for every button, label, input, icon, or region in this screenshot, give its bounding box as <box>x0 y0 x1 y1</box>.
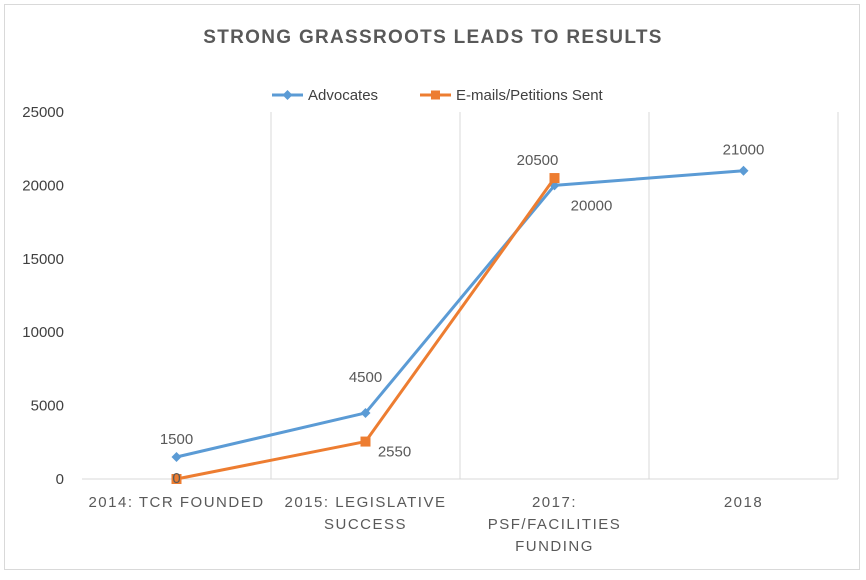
x-tick-label: SUCCESS <box>324 516 407 533</box>
data-point-advocates <box>171 451 182 462</box>
data-point-advocates <box>360 407 371 418</box>
legend-item-advocates: Advocates <box>272 87 378 104</box>
legend-label-advocates: Advocates <box>308 87 378 104</box>
legend-item-emails: E-mails/Petitions Sent <box>420 87 604 104</box>
legend-marker-advocates <box>282 90 293 100</box>
data-point-emails <box>360 436 371 447</box>
x-tick-label: FUNDING <box>515 538 594 555</box>
series-line-advocates <box>176 169 744 459</box>
data-point-emails <box>549 173 560 184</box>
data-label-advocates: 1500 <box>160 431 193 448</box>
y-tick-label: 25000 <box>22 104 64 121</box>
legend: Advocates E-mails/Petitions Sent <box>272 87 604 104</box>
x-axis: 2014: TCR FOUNDED 2015: LEGISLATIVE SUCCES… <box>88 494 763 555</box>
y-axis: 0 5000 10000 15000 20000 25000 <box>22 104 64 488</box>
gridlines <box>82 112 839 480</box>
chart-title: STRONG GRASSROOTS LEADS TO RESULTS <box>203 27 662 48</box>
y-tick-label: 0 <box>56 471 64 488</box>
data-point-emails <box>171 474 182 484</box>
x-tick-label: 2018 <box>724 494 763 511</box>
x-tick-label: 2017: <box>532 494 577 511</box>
series-line-emails <box>176 177 556 481</box>
x-tick-label: PSF/FACILITIES <box>488 516 622 533</box>
y-tick-label: 10000 <box>22 324 64 341</box>
y-tick-label: 5000 <box>31 398 64 415</box>
data-label-emails: 20500 <box>517 152 559 169</box>
legend-marker-emails <box>431 90 440 100</box>
data-point-advocates <box>738 165 749 176</box>
y-tick-label: 15000 <box>22 251 64 268</box>
x-tick-label: 2015: LEGISLATIVE <box>285 494 447 511</box>
legend-label-emails: E-mails/Petitions Sent <box>456 87 604 104</box>
data-label-emails: 0 <box>172 470 180 487</box>
data-label-advocates: 4500 <box>349 369 382 386</box>
x-tick-label: 2014: TCR FOUNDED <box>88 494 264 511</box>
data-labels: 1500 4500 20000 21000 0 2550 20500 <box>160 142 765 487</box>
data-label-advocates: 21000 <box>723 142 765 159</box>
series-layer <box>171 165 749 484</box>
data-label-advocates: 20000 <box>571 197 613 214</box>
y-tick-label: 20000 <box>22 177 64 194</box>
data-label-emails: 2550 <box>378 444 411 461</box>
